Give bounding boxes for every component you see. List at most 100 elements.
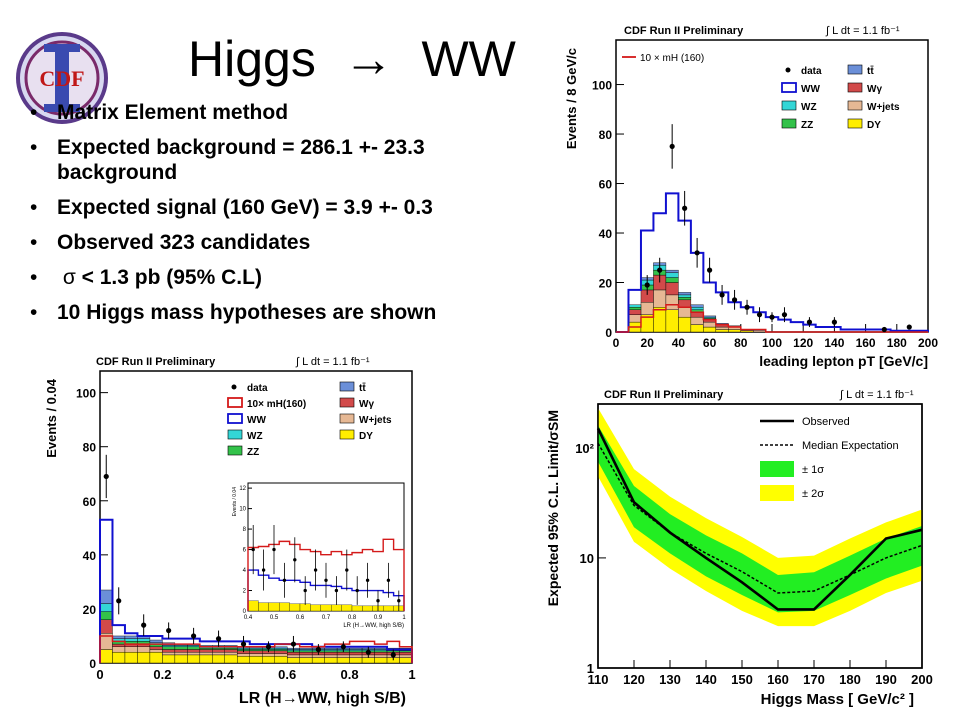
bullet-marker: • xyxy=(30,301,38,324)
stack-bar xyxy=(274,649,288,652)
stack-bar xyxy=(399,650,413,653)
stack-bar xyxy=(224,649,238,653)
stack-bar xyxy=(112,643,126,647)
inset-data-point xyxy=(313,568,318,572)
data-point xyxy=(682,205,688,211)
stack-bar xyxy=(324,650,338,653)
y-tick-label: 60 xyxy=(83,495,97,509)
legend-label: WW xyxy=(247,415,266,426)
inset-data-point xyxy=(251,547,255,552)
legend-swatch xyxy=(847,64,863,75)
x-tick-label: 160 xyxy=(767,672,789,687)
legend-label: data xyxy=(247,383,268,394)
stack-bar xyxy=(174,646,188,650)
stack-bar xyxy=(174,651,188,656)
stack-bar xyxy=(665,294,679,310)
x-tick-label: 80 xyxy=(734,336,748,350)
inset-x-tick-label: 0.9 xyxy=(374,615,383,621)
stack-bar xyxy=(299,654,313,658)
x-tick-label: 120 xyxy=(793,336,813,350)
y-axis-label: Events / 0.04 xyxy=(44,378,59,458)
chart-title: CDF Run II Preliminary xyxy=(604,389,724,401)
bullet-item: • Expected background = 286.1 +- 23.3 back… xyxy=(30,135,560,185)
data-point xyxy=(781,312,788,318)
ww-histogram-line xyxy=(616,192,929,333)
stack-bar xyxy=(124,638,138,642)
inset-stack-bar xyxy=(383,605,394,612)
stack-bar xyxy=(349,654,363,658)
stack-bar xyxy=(336,651,350,656)
legend-label: ± 1σ xyxy=(802,464,824,476)
lumi-label: ∫ L dt = 1.1 fb⁻¹ xyxy=(839,389,914,401)
stack-bar xyxy=(653,307,667,333)
stack-bar xyxy=(212,649,226,653)
data-point xyxy=(744,304,750,310)
bullet-text-continuation: background xyxy=(57,161,178,184)
signal-legend-label: 10 × mH (160) xyxy=(640,53,704,64)
legend-label: W+jets xyxy=(359,415,392,426)
inset-data-point xyxy=(324,578,328,582)
observed-line xyxy=(596,427,923,611)
data-point xyxy=(191,633,197,639)
inset-stack-bar xyxy=(279,602,290,612)
legend-swatch xyxy=(339,381,355,392)
x-tick-label: 100 xyxy=(762,336,782,350)
stack-bar xyxy=(174,654,188,664)
title-right: WW xyxy=(421,31,516,87)
legend-swatch xyxy=(339,397,355,408)
stack-bar xyxy=(149,639,163,643)
inset-stack-bar xyxy=(268,602,280,612)
stack-bar xyxy=(274,647,288,650)
bullet-marker: • xyxy=(30,231,38,254)
data-point xyxy=(769,314,775,320)
stack-bar xyxy=(187,651,201,656)
inset-y-tick-label: 8 xyxy=(243,527,247,533)
inset-stack-bar xyxy=(362,605,373,612)
stack-bar xyxy=(237,656,250,664)
stack-bar xyxy=(690,316,704,325)
inset-signal-line xyxy=(247,538,405,611)
y-tick-label: 40 xyxy=(599,227,613,241)
legend-swatch xyxy=(227,429,243,440)
stack-bar xyxy=(653,289,667,308)
legend-swatch xyxy=(227,397,243,408)
inset-x-tick-label: 1 xyxy=(402,615,406,621)
stack-bar xyxy=(286,657,300,664)
bullet-text: Observed 323 candidates xyxy=(57,231,311,254)
lumi-label: ∫ L dt = 1.1 fb⁻¹ xyxy=(825,25,900,37)
stack-bar xyxy=(665,272,679,278)
data-point xyxy=(265,644,272,650)
stack-bar xyxy=(374,649,388,652)
x-tick-label: 160 xyxy=(856,336,876,350)
stack-bar xyxy=(665,282,679,296)
stack-bar xyxy=(274,650,288,654)
stack-bar xyxy=(628,314,642,323)
stack-bar xyxy=(112,646,126,653)
inset-x-tick-label: 0.5 xyxy=(270,615,279,621)
stack-bar xyxy=(678,292,692,296)
legend-swatch xyxy=(781,82,797,93)
cdf-logo: CDF xyxy=(16,32,108,124)
stack-bar xyxy=(311,654,325,658)
x-tick-label: 140 xyxy=(695,672,717,687)
legend-label: ZZ xyxy=(247,447,259,458)
legend-label: W+jets xyxy=(867,102,900,113)
data-point xyxy=(831,319,837,325)
inset-y-axis-label: Events / 0.04 xyxy=(232,487,238,516)
stack-bar xyxy=(212,647,226,650)
inset-y-tick-label: 12 xyxy=(239,486,246,492)
x-tick-label: 170 xyxy=(803,672,825,687)
data-point xyxy=(719,292,725,298)
legend-marker xyxy=(785,67,791,73)
x-tick-label: 1 xyxy=(408,667,415,682)
stack-bar xyxy=(349,657,363,664)
stack-bar xyxy=(249,650,263,654)
stack-bar xyxy=(112,635,126,639)
inset-data-point xyxy=(397,599,401,603)
data-point xyxy=(694,250,700,256)
x-tick-label: 0.4 xyxy=(216,667,235,682)
stack-bar xyxy=(124,651,138,664)
inset-x-tick-label: 0.7 xyxy=(322,615,331,621)
stack-bar xyxy=(336,654,350,658)
stack-bar xyxy=(174,645,188,647)
